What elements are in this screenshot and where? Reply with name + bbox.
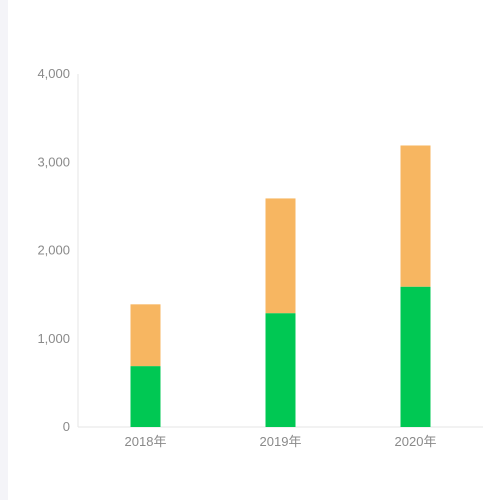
y-tick-label: 2,000 [37,243,70,258]
bar-2019年-series-1[interactable] [265,313,296,427]
x-tick-label: 2018年 [125,434,167,449]
bar-2020年-series-2[interactable] [400,145,431,287]
bar-2020年-series-1[interactable] [400,286,431,427]
chart-panel: 0 1,000 2,000 3,000 4,000 2018年 2019年 2020年 [8,0,500,500]
y-tick-label: 0 [63,419,70,434]
stacked-bar-chart: 0 1,000 2,000 3,000 4,000 2018年 2019年 2020年 [37,66,483,449]
y-tick-label: 1,000 [37,331,70,346]
x-tick-label: 2019年 [260,434,302,449]
y-tick-label: 4,000 [37,66,70,81]
bar-2019年-series-2[interactable] [265,198,296,314]
bar-2018年-series-2[interactable] [130,304,161,367]
bar-2018年-series-1[interactable] [130,366,161,427]
y-tick-label: 3,000 [37,154,70,169]
x-tick-label: 2020年 [395,434,437,449]
y-axis-ticks: 0 1,000 2,000 3,000 4,000 [37,66,70,434]
chart-bars [130,145,431,427]
x-axis-ticks: 2018年 2019年 2020年 [125,434,437,449]
